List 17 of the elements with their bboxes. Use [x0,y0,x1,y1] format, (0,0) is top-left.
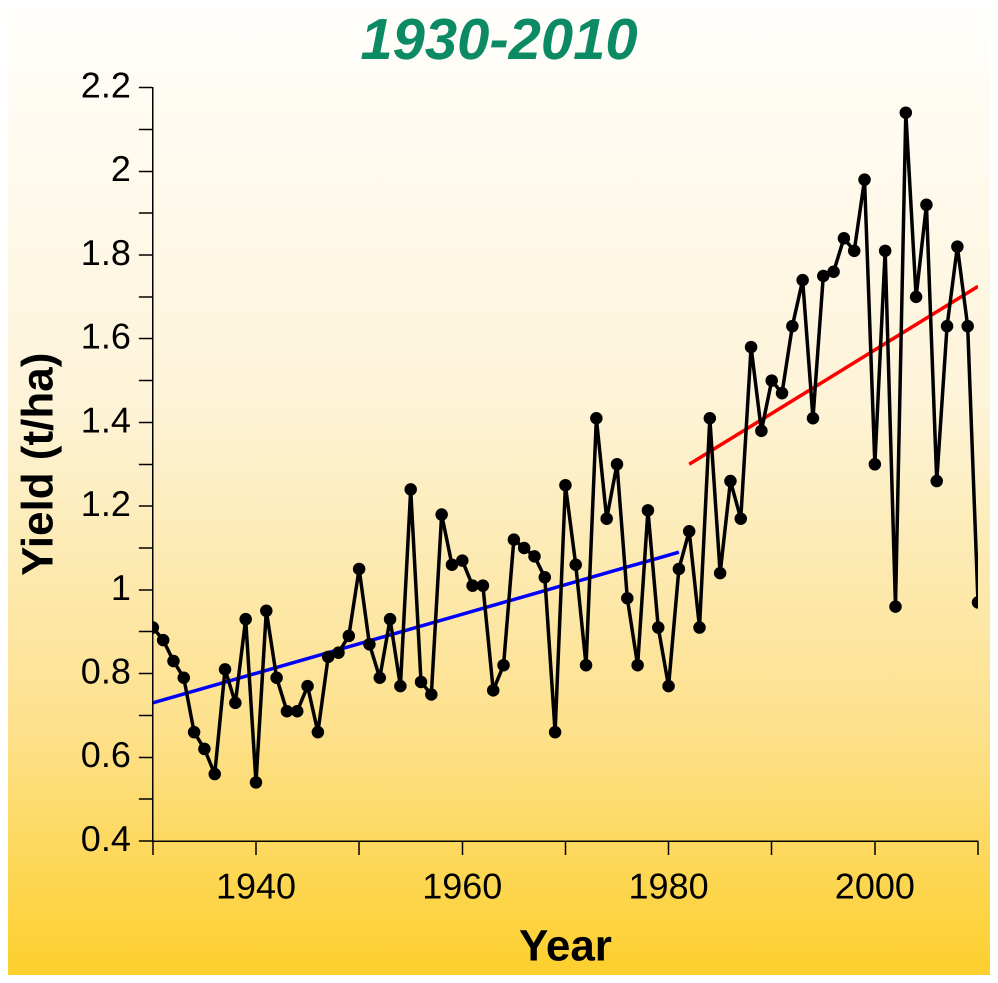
y-tick-label: 0.8 [80,650,131,692]
y-tick-label: 2 [110,148,131,190]
y-axis-title: Yield (t/ha) [14,352,63,576]
x-tick-label: 1960 [422,866,502,907]
y-tick-label: 1.8 [80,232,131,273]
y-tick-label: 1.6 [80,316,131,357]
y-tick-label: 1.2 [80,483,131,524]
y-tick-label: 2.2 [80,64,131,106]
x-tick-label: 1940 [216,866,296,907]
x-axis-title: Year [518,922,612,971]
y-tick-label: 1 [110,566,131,608]
y-tick-label: 1.4 [80,399,131,440]
x-tick-label: 2000 [834,866,915,907]
y-tick-label: 0.4 [80,818,131,859]
y-tick-label: 0.6 [80,734,131,776]
x-tick-label: 1980 [628,866,709,907]
chart-title: 1930-2010 [360,6,638,72]
